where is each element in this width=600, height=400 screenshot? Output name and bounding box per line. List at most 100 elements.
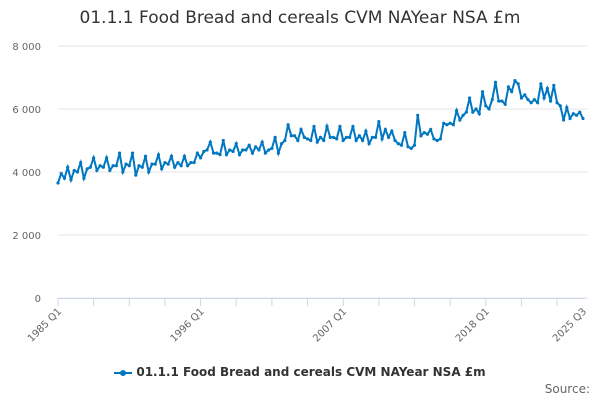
data-point bbox=[108, 168, 112, 173]
legend-item[interactable]: 01.1.1 Food Bread and cereals CVM NAYear… bbox=[0, 365, 600, 379]
data-point bbox=[296, 138, 300, 143]
data-point bbox=[205, 148, 209, 152]
data-point bbox=[292, 134, 297, 138]
data-point bbox=[198, 156, 203, 160]
data-point bbox=[250, 151, 255, 155]
data-point bbox=[192, 160, 196, 165]
data-point bbox=[510, 90, 514, 94]
data-point bbox=[234, 142, 238, 146]
data-point bbox=[335, 137, 339, 141]
data-point bbox=[270, 146, 274, 150]
data-point bbox=[62, 176, 67, 180]
data-point bbox=[231, 149, 235, 154]
data-point bbox=[416, 113, 420, 117]
data-point bbox=[442, 121, 446, 125]
data-point bbox=[393, 138, 397, 143]
data-point bbox=[526, 97, 530, 102]
data-point bbox=[523, 93, 527, 97]
data-point bbox=[215, 151, 219, 155]
data-point bbox=[367, 142, 371, 146]
data-point bbox=[82, 176, 86, 180]
data-point bbox=[150, 162, 154, 166]
data-point bbox=[412, 143, 417, 147]
data-point bbox=[467, 96, 472, 100]
data-point bbox=[283, 138, 287, 143]
data-point bbox=[134, 173, 138, 177]
data-point bbox=[448, 121, 452, 125]
data-point bbox=[503, 102, 507, 106]
data-point bbox=[95, 168, 99, 173]
x-tick-label: 2007 Q1 bbox=[311, 306, 349, 344]
data-point bbox=[169, 154, 174, 158]
data-point bbox=[348, 135, 352, 139]
data-point bbox=[101, 165, 105, 169]
data-point bbox=[331, 135, 336, 139]
data-point bbox=[218, 153, 222, 157]
data-point bbox=[257, 148, 261, 152]
data-point bbox=[422, 131, 426, 135]
data-point bbox=[571, 112, 575, 116]
data-point bbox=[380, 137, 384, 141]
data-point bbox=[163, 160, 167, 165]
chart-title: 01.1.1 Food Bread and cereals CVM NAYear… bbox=[79, 8, 521, 28]
data-point bbox=[137, 164, 141, 168]
data-point bbox=[432, 137, 436, 141]
data-point bbox=[438, 137, 443, 141]
data-point bbox=[280, 142, 284, 146]
data-point bbox=[273, 135, 277, 139]
y-tick-label: 8 000 bbox=[12, 42, 41, 53]
x-tick-label: 1985 Q1 bbox=[26, 306, 64, 344]
data-point bbox=[325, 124, 329, 128]
data-point bbox=[425, 132, 430, 136]
data-point bbox=[305, 137, 310, 141]
data-point bbox=[500, 99, 504, 103]
data-point bbox=[224, 153, 229, 157]
data-point bbox=[186, 164, 190, 168]
data-point bbox=[455, 108, 459, 113]
data-point bbox=[75, 170, 80, 174]
data-point bbox=[160, 167, 164, 171]
data-point bbox=[315, 140, 319, 144]
data-point bbox=[354, 138, 358, 143]
y-tick-label: 2 000 bbox=[12, 231, 41, 242]
data-point bbox=[153, 162, 157, 166]
data-point bbox=[114, 164, 118, 168]
data-point bbox=[429, 127, 433, 132]
data-point bbox=[565, 105, 569, 110]
data-point bbox=[182, 154, 186, 158]
data-point bbox=[195, 151, 199, 155]
data-point bbox=[406, 145, 410, 149]
data-point bbox=[493, 80, 498, 84]
data-point bbox=[532, 97, 536, 102]
data-point bbox=[237, 153, 242, 157]
data-point bbox=[399, 143, 404, 147]
data-point bbox=[578, 110, 582, 114]
data-point bbox=[377, 120, 381, 124]
data-point bbox=[244, 148, 248, 152]
data-point bbox=[536, 101, 540, 105]
legend-label: 01.1.1 Food Bread and cereals CVM NAYear… bbox=[136, 365, 486, 379]
data-point bbox=[124, 162, 128, 166]
data-point bbox=[542, 96, 546, 100]
data-point bbox=[85, 167, 89, 171]
data-point bbox=[341, 138, 345, 143]
data-point bbox=[276, 151, 280, 155]
data-point bbox=[338, 124, 342, 128]
x-tick-label: 2025 Q3 bbox=[551, 306, 589, 344]
data-point bbox=[490, 97, 494, 102]
data-point bbox=[143, 154, 148, 158]
data-point bbox=[105, 156, 109, 160]
data-point bbox=[59, 171, 63, 176]
data-point bbox=[166, 162, 170, 166]
data-point bbox=[445, 123, 449, 127]
data-point bbox=[221, 138, 225, 143]
data-point bbox=[370, 135, 374, 139]
data-point bbox=[552, 83, 556, 87]
data-point bbox=[117, 151, 122, 155]
data-point bbox=[111, 164, 115, 168]
data-point bbox=[121, 170, 125, 174]
data-point bbox=[92, 156, 96, 160]
y-tick-label: 0 bbox=[35, 294, 41, 305]
data-point bbox=[435, 138, 439, 143]
